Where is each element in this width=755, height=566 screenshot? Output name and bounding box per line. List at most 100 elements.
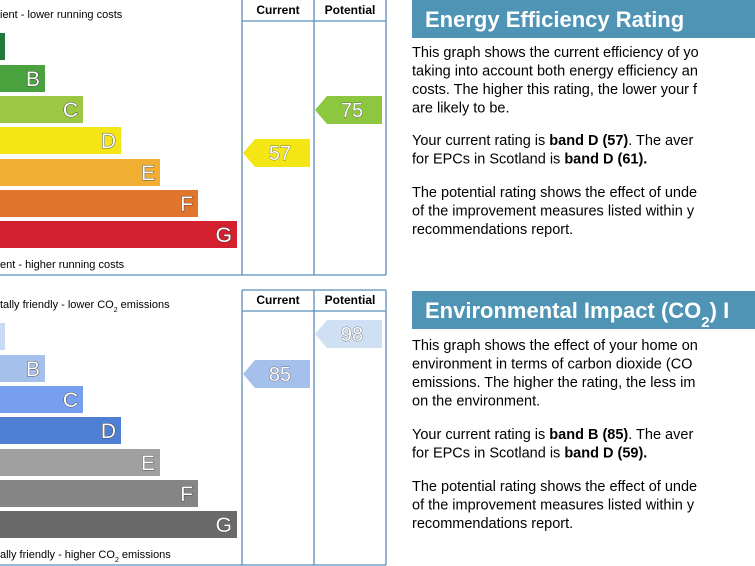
paragraph-line: are likely to be.: [412, 101, 510, 117]
emphasis: band D (61).: [564, 152, 647, 168]
text-run: This graph shows the effect of your home…: [412, 338, 698, 354]
paragraph-line: costs. The higher this rating, the lower…: [412, 82, 698, 98]
band-letter: C: [63, 389, 78, 412]
rating-value: 85: [269, 364, 291, 386]
band-letter: F: [180, 193, 193, 216]
rating-band: [0, 127, 121, 154]
column-header: Current: [256, 293, 299, 307]
text-run: for EPCs in Scotland is: [412, 446, 564, 462]
emphasis: band D (59).: [564, 446, 647, 462]
text-run: on the environment.: [412, 394, 540, 410]
band-letter: F: [180, 483, 193, 506]
rating-band: [0, 386, 83, 413]
text-run: emissions: [119, 549, 171, 561]
rating-band: [0, 159, 160, 186]
text-run: The potential rating shows the effect of…: [412, 479, 697, 495]
text-run: The potential rating shows the effect of…: [412, 185, 697, 201]
paragraph-line: emissions. The higher the rating, the le…: [412, 375, 695, 391]
paragraph-line: The potential rating shows the effect of…: [412, 185, 697, 201]
top-note: tally friendly - lower CO2 emissions: [0, 299, 170, 314]
text-run: Your current rating is: [412, 427, 549, 443]
rating-band: [0, 449, 160, 476]
text-run: . The aver: [628, 427, 693, 443]
paragraph-line: environment in terms of carbon dioxide (…: [412, 357, 692, 373]
text-run: . The aver: [628, 133, 693, 149]
top-note: ient - lower running costs: [0, 9, 123, 21]
band-letter: E: [141, 452, 155, 475]
text-run: ient - lower running costs: [0, 9, 123, 21]
text-run: Your current rating is: [412, 133, 549, 149]
text-run: recommendations report.: [412, 222, 573, 238]
rating-chart: Current Potential tally friendly - lower C…: [0, 289, 387, 566]
text-run: taking into account both energy efficien…: [412, 64, 698, 80]
paragraph-line: This graph shows the effect of your home…: [412, 338, 698, 354]
bottom-note: ent - higher running costs: [0, 259, 125, 271]
column-header: Potential: [325, 3, 376, 17]
text-run: for EPCs in Scotland is: [412, 152, 564, 168]
band-letter: D: [101, 130, 116, 153]
paragraph-line: of the improvement measures listed withi…: [412, 204, 695, 220]
emphasis: band D (57): [549, 133, 628, 149]
emphasis: band B (85): [549, 427, 628, 443]
text-run: of the improvement measures listed withi…: [412, 204, 695, 220]
section-heading-bar: [412, 0, 755, 38]
paragraph-line: taking into account both energy efficien…: [412, 64, 698, 80]
text-run: are likely to be.: [412, 101, 510, 117]
rating-value: 75: [341, 100, 363, 122]
rating-band: [0, 511, 237, 538]
text-run: of the improvement measures listed withi…: [412, 498, 695, 514]
text-run: Energy Efficiency Rating: [425, 7, 684, 32]
rating-band: [0, 65, 45, 92]
rating-arrow: [243, 360, 310, 388]
emphasis: 2: [114, 307, 118, 314]
rating-arrow: [243, 139, 310, 167]
section-heading: Environmental Impact (CO2) I: [425, 298, 729, 331]
paragraph-line: recommendations report.: [412, 222, 573, 238]
rating-arrow: [315, 320, 382, 348]
emphasis: 2: [115, 557, 119, 564]
text-run: environment in terms of carbon dioxide (…: [412, 357, 692, 373]
bottom-note: ally friendly - higher CO2 emissions: [0, 549, 171, 564]
section-heading: Energy Efficiency Rating: [425, 7, 684, 32]
text-run: recommendations report.: [412, 516, 573, 532]
paragraph-line: This graph shows the current efficiency …: [412, 45, 699, 61]
column-header: Current: [256, 3, 299, 17]
band-letter: B: [26, 358, 40, 381]
text-run: emissions. The higher the rating, the le…: [412, 375, 695, 391]
rating-arrow: [315, 96, 382, 124]
paragraph-line: Your current rating is band D (57). The …: [412, 133, 693, 149]
paragraph-line: recommendations report.: [412, 516, 573, 532]
text-run: emissions: [118, 299, 170, 311]
paragraph-line: for EPCs in Scotland is band D (59).: [412, 446, 647, 462]
info-section: Environmental Impact (CO2) I This graph s…: [412, 291, 755, 532]
text-run: ally friendly - higher CO: [0, 549, 115, 561]
rating-band: [0, 96, 83, 123]
section-heading-bar: [412, 291, 755, 329]
info-section: Energy Efficiency Rating This graph shows…: [412, 0, 755, 238]
rating-band: [0, 190, 198, 217]
text-run: ent - higher running costs: [0, 259, 125, 271]
band-letter: B: [26, 68, 40, 91]
rating-band: [0, 480, 198, 507]
rating-band: [0, 323, 5, 350]
rating-band: [0, 221, 237, 248]
rating-band: [0, 33, 5, 60]
band-letter: G: [216, 224, 232, 247]
paragraph-line: The potential rating shows the effect of…: [412, 479, 697, 495]
band-letter: C: [63, 99, 78, 122]
paragraph-line: Your current rating is band B (85). The …: [412, 427, 693, 443]
text-run: costs. The higher this rating, the lower…: [412, 82, 698, 98]
paragraph-line: on the environment.: [412, 394, 540, 410]
rating-chart: Current Potential ient - lower running cos…: [0, 0, 387, 276]
text-run: tally friendly - lower CO: [0, 299, 114, 311]
paragraph-line: of the improvement measures listed withi…: [412, 498, 695, 514]
rating-band: [0, 355, 45, 382]
paragraph-line: for EPCs in Scotland is band D (61).: [412, 152, 647, 168]
rating-band: [0, 417, 121, 444]
column-header: Potential: [325, 293, 376, 307]
band-letter: G: [216, 514, 232, 537]
rating-value: 98: [341, 324, 363, 346]
band-letter: E: [141, 162, 155, 185]
